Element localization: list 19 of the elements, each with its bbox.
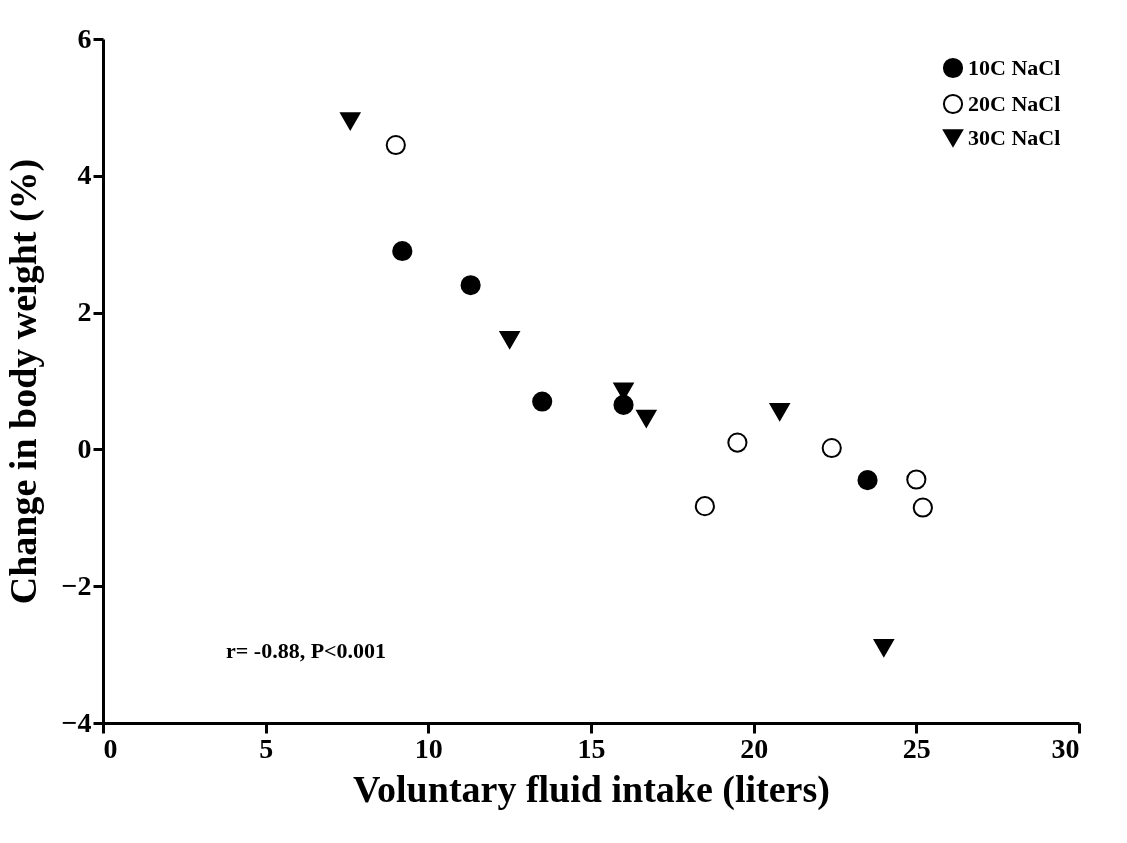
- y-tick-label: 4: [77, 159, 92, 191]
- x-tick-label: 10: [414, 732, 443, 764]
- x-tick-label: 0: [103, 732, 118, 764]
- x-tick-label: 5: [259, 732, 274, 764]
- x-axis-title: Voluntary fluid intake (liters): [353, 767, 830, 811]
- y-tick-label: 2: [77, 296, 92, 328]
- x-tick-label: 30: [1051, 732, 1080, 764]
- x-tick-label: 25: [902, 732, 931, 764]
- x-tick-label: 20: [740, 732, 769, 764]
- y-axis-title: Change in body weight (%): [1, 158, 45, 605]
- annotation: r= -0.88, P<0.001: [226, 638, 387, 663]
- y-tick-label: −2: [61, 569, 92, 601]
- x-tick-label: 15: [577, 732, 606, 764]
- y-tick-label: 6: [77, 22, 92, 54]
- y-tick-label: 0: [77, 432, 92, 464]
- legend-label: 20C NaCl: [968, 91, 1061, 116]
- legend-label: 30C NaCl: [968, 125, 1061, 150]
- legend-label: 10C NaCl: [968, 55, 1061, 80]
- y-tick-label: −4: [61, 706, 92, 738]
